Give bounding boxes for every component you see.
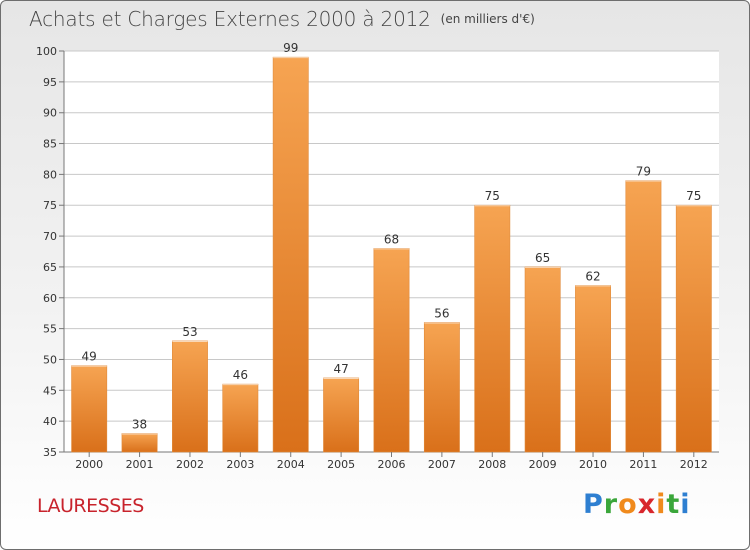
bar	[323, 377, 360, 453]
x-tick-label: 2005	[327, 458, 355, 471]
x-tick-label: 2008	[478, 458, 506, 471]
bar	[524, 266, 561, 453]
proxiti-logo: Proxiti	[583, 489, 691, 520]
town-name: LAURESSES	[37, 495, 144, 517]
bar	[474, 204, 511, 453]
bar	[272, 56, 309, 453]
chart-unit: (en milliers d'€)	[440, 12, 535, 26]
y-tick-label: 65	[43, 261, 57, 274]
bar	[172, 340, 208, 453]
data-label: 53	[182, 325, 197, 339]
data-label: 38	[132, 417, 147, 431]
x-tick-label: 2007	[428, 458, 456, 471]
chart-title-text: Achats et Charges Externes 2000 à 2012	[29, 7, 431, 31]
x-tick-label: 2011	[629, 458, 657, 471]
x-tick-label: 2004	[277, 458, 305, 471]
x-tick-label: 2010	[579, 458, 607, 471]
data-label: 99	[283, 41, 298, 55]
y-tick-label: 85	[43, 138, 57, 151]
bar	[575, 285, 611, 453]
logo-letter: t	[666, 489, 681, 520]
chart-title: Achats et Charges Externes 2000 à 2012 (e…	[29, 7, 535, 31]
data-label: 75	[485, 189, 500, 203]
data-label: 65	[535, 251, 550, 265]
data-label: 49	[82, 350, 97, 364]
x-tick-label: 2000	[75, 458, 103, 471]
bar	[423, 322, 460, 453]
x-tick-label: 2002	[176, 458, 204, 471]
logo-letter: r	[603, 489, 619, 520]
bar	[222, 383, 259, 453]
x-tick-label: 2009	[529, 458, 557, 471]
x-tick-label: 2006	[378, 458, 406, 471]
x-tick-label: 2003	[226, 458, 254, 471]
x-tick-label: 2012	[680, 458, 708, 471]
y-tick-label: 90	[43, 107, 57, 120]
bar	[121, 433, 158, 453]
y-tick-label: 70	[43, 230, 57, 243]
data-label: 47	[333, 362, 348, 376]
data-label: 56	[434, 306, 449, 320]
y-tick-label: 40	[43, 415, 57, 428]
data-label: 79	[636, 165, 651, 179]
y-tick-label: 95	[43, 76, 57, 89]
y-tick-label: 60	[43, 292, 57, 305]
logo-letter: x	[637, 489, 657, 520]
y-tick-label: 55	[43, 323, 57, 336]
logo-letter: P	[583, 489, 604, 520]
logo-letter: o	[618, 489, 638, 520]
bar	[675, 204, 712, 453]
y-tick-label: 35	[43, 446, 57, 459]
x-tick-label: 2001	[126, 458, 154, 471]
y-tick-label: 80	[43, 168, 57, 181]
data-label: 46	[233, 368, 248, 382]
y-tick-label: 100	[36, 45, 57, 58]
logo-letter: i	[680, 489, 691, 520]
data-label: 75	[686, 189, 701, 203]
y-tick-label: 45	[43, 384, 57, 397]
bar	[71, 365, 108, 453]
data-label: 62	[585, 269, 600, 283]
bar	[625, 180, 662, 453]
bar	[373, 248, 410, 453]
data-label: 68	[384, 232, 399, 246]
y-tick-label: 50	[43, 353, 57, 366]
logo-letter: i	[656, 489, 667, 520]
y-tick-label: 75	[43, 199, 57, 212]
